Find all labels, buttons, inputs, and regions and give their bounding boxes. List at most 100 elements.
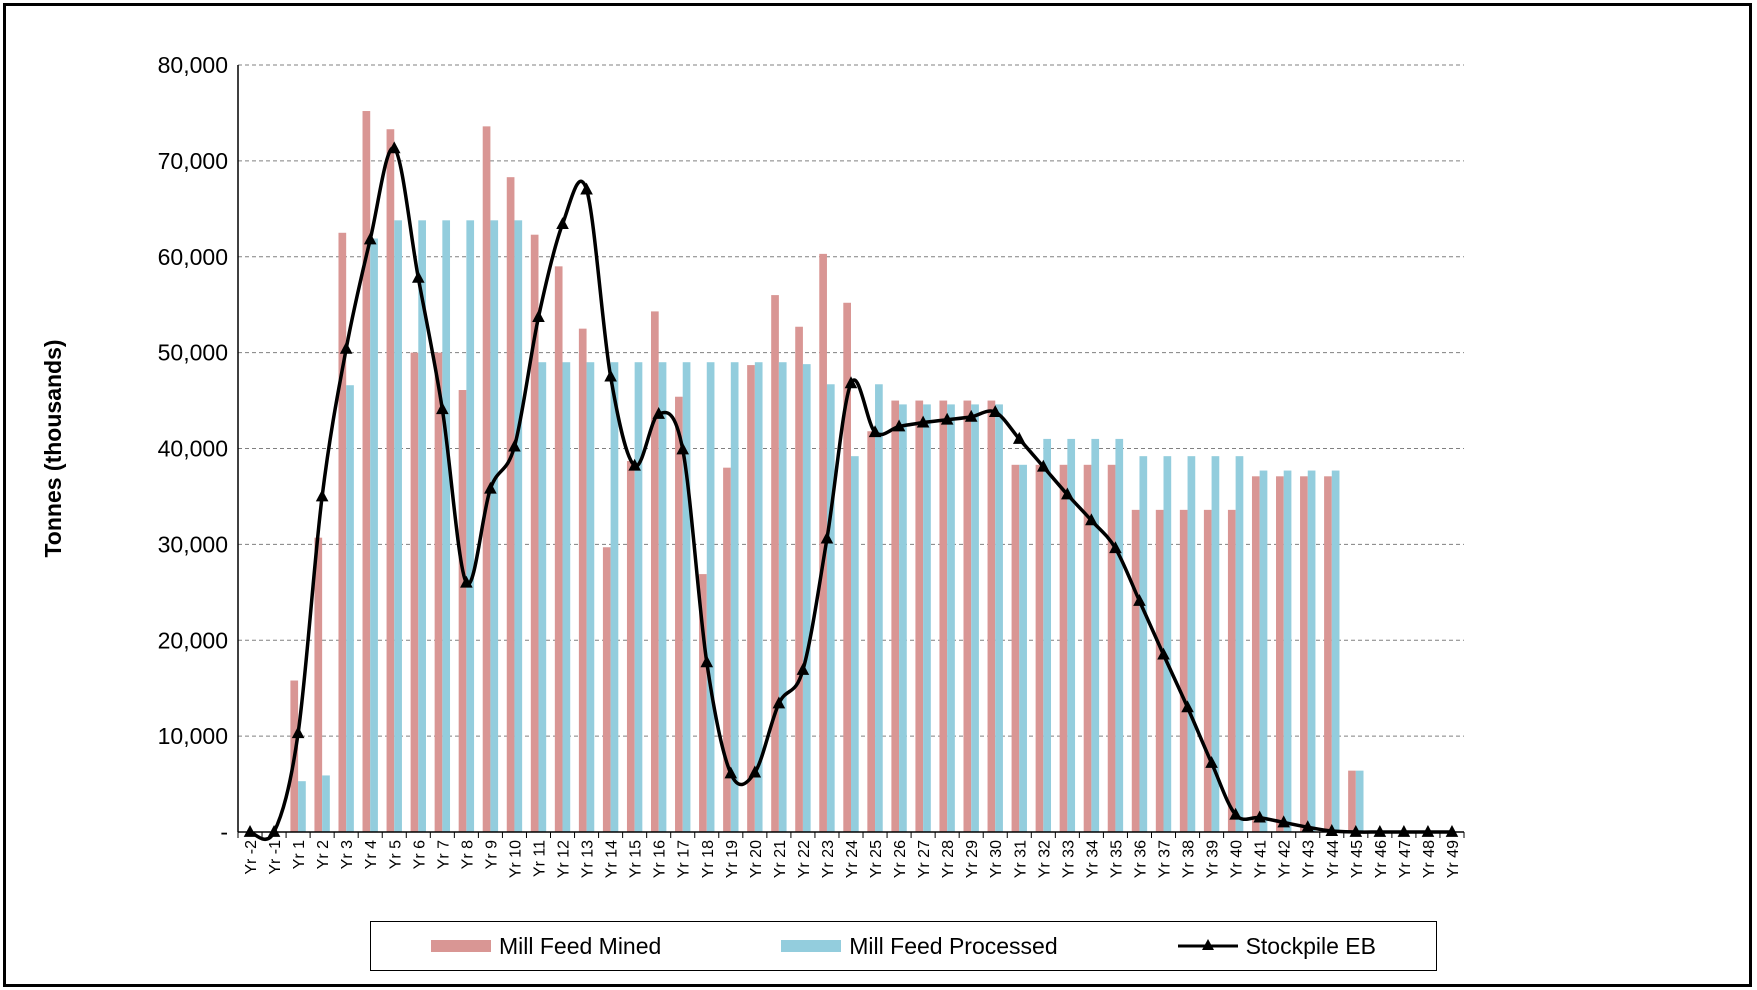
bar-mill-feed-mined xyxy=(362,111,371,832)
stockpile-eb-marker xyxy=(868,425,882,438)
stockpile-eb-marker xyxy=(508,439,521,452)
bar-mill-feed-mined xyxy=(891,400,900,832)
bar-mill-feed-mined xyxy=(1348,770,1356,832)
y-tick-label: 80,000 xyxy=(158,52,228,78)
x-tick-label: Yr 29 xyxy=(964,840,981,878)
stockpile-eb-marker xyxy=(628,458,641,471)
x-tick-label: Yr -2 xyxy=(243,840,260,875)
x-tick-label: Yr 22 xyxy=(796,840,813,878)
bar-mill-feed-processed xyxy=(971,404,979,832)
stockpile-eb-marker xyxy=(411,270,425,283)
bar-mill-feed-processed xyxy=(610,362,619,832)
y-tick-label: 30,000 xyxy=(158,531,228,557)
x-tick-label: Yr 4 xyxy=(363,840,380,869)
stockpile-eb-marker xyxy=(339,341,353,354)
bar-mill-feed-mined xyxy=(1276,476,1284,832)
y-tick-label: 60,000 xyxy=(158,244,228,270)
bar-mill-feed-processed xyxy=(442,220,451,832)
stockpile-eb-marker xyxy=(1012,431,1026,444)
stockpile-eb-marker xyxy=(556,217,569,230)
x-tick-label: Yr 34 xyxy=(1084,840,1101,878)
stockpile-line xyxy=(243,141,1459,841)
bar-mill-feed-processed xyxy=(706,362,715,832)
bar-mill-feed-processed xyxy=(1043,438,1052,832)
bar-mill-feed-mined xyxy=(939,400,948,832)
x-tick-label: Yr 6 xyxy=(411,840,428,869)
x-tick-label: Yr 40 xyxy=(1229,840,1246,878)
stockpile-eb-marker xyxy=(387,141,401,154)
x-tick-label: Yr 42 xyxy=(1277,840,1294,878)
stockpile-eb-marker xyxy=(436,402,449,415)
x-tick-label: Yr 41 xyxy=(1253,840,1270,878)
stockpile-eb-marker xyxy=(676,442,690,455)
x-tick-label: Yr 31 xyxy=(1012,840,1029,878)
x-tick-label: Yr 20 xyxy=(748,840,765,878)
stockpile-eb-marker xyxy=(1421,825,1435,837)
bar-mill-feed-mined xyxy=(699,574,707,832)
bar-mill-feed-mined xyxy=(723,467,731,832)
stockpile-eb-marker xyxy=(315,489,329,502)
bar-mill-feed-mined xyxy=(987,400,996,832)
stockpile-eb-marker xyxy=(1277,815,1291,828)
bar-mill-feed-processed xyxy=(514,220,523,832)
stockpile-eb-marker xyxy=(724,766,738,779)
x-tick-label: Yr 10 xyxy=(507,840,524,878)
x-tick-labels: Yr -2 Yr -1 Yr 1 Yr 2 Yr 3 Yr 4 Yr 5 Yr 6 Yr 7 Yr… xyxy=(243,840,1462,878)
stockpile-eb-marker xyxy=(1205,755,1218,768)
bar-mill-feed-processed xyxy=(1091,438,1100,832)
stockpile-eb-marker xyxy=(291,726,305,739)
stockpile-eb-marker xyxy=(820,531,834,544)
x-tick-label: Yr 14 xyxy=(604,840,621,878)
x-tick-label: Yr 48 xyxy=(1421,840,1438,878)
bar-mill-feed-processed xyxy=(562,362,571,832)
x-tick-label: Yr 7 xyxy=(435,840,452,869)
x-tick-label: Yr 23 xyxy=(820,840,837,878)
bar-mill-feed-processed xyxy=(538,362,547,832)
stockpile-eb-marker xyxy=(1325,824,1339,836)
x-tick-label: Yr 30 xyxy=(988,840,1005,878)
stockpile-eb-marker xyxy=(1397,825,1411,837)
bar-mill-feed-processed xyxy=(995,404,1003,832)
bar-mill-feed-mined xyxy=(578,328,587,832)
legend-item-processed: Mill Feed Processed xyxy=(781,933,1058,960)
bar-mill-feed-mined xyxy=(1107,464,1116,832)
bar-mill-feed-mined xyxy=(482,126,491,833)
chart-plot: - 10,000 20,000 30,000 40,000 50,000 60,000 70,… xyxy=(40,52,1465,878)
x-tick-label: Yr 5 xyxy=(387,840,404,869)
bar-mill-feed-mined xyxy=(1155,509,1164,832)
x-tick-label: Yr 2 xyxy=(315,840,332,869)
stockpile-eb-marker xyxy=(796,662,810,675)
x-tick-label: Yr 43 xyxy=(1301,840,1318,878)
bar-mill-feed-processed xyxy=(298,781,306,832)
bar-mill-feed-mined xyxy=(1035,464,1044,832)
stockpile-eb-marker xyxy=(1253,810,1266,823)
stockpile-eb-marker xyxy=(580,182,593,195)
y-tick-label: 50,000 xyxy=(158,340,228,366)
stockpile-eb-marker xyxy=(1085,513,1098,526)
x-tick-label: Yr 39 xyxy=(1205,840,1222,878)
bar-mill-feed-mined xyxy=(1251,476,1260,832)
x-tick-label: Yr 19 xyxy=(724,840,741,878)
x-tick-label: Yr 24 xyxy=(844,840,861,878)
legend-swatch-processed xyxy=(781,940,842,952)
x-tick-label: Yr 32 xyxy=(1036,840,1053,878)
x-tick-label: Yr 47 xyxy=(1397,840,1414,878)
bar-mill-feed-processed xyxy=(586,362,595,832)
x-tick-label: Yr 18 xyxy=(700,840,717,878)
legend-label-mined: Mill Feed Mined xyxy=(498,932,662,959)
y-tick-label: 40,000 xyxy=(158,436,228,462)
bar-mill-feed-mined xyxy=(1011,464,1020,832)
x-tick-label: Yr 37 xyxy=(1157,840,1174,878)
x-tick-label: Yr 12 xyxy=(556,840,573,878)
bar-mill-feed-processed xyxy=(802,364,811,832)
y-tick-label: 20,000 xyxy=(158,627,228,653)
y-tick-label: 10,000 xyxy=(158,723,228,749)
x-tick-label: Yr 8 xyxy=(459,840,476,869)
bar-mill-feed-processed xyxy=(1283,470,1292,832)
stockpile-eb-marker xyxy=(964,409,978,422)
bar-mill-feed-mined xyxy=(1324,476,1332,832)
y-tick-labels: - 10,000 20,000 30,000 40,000 50,000 60,000 70,… xyxy=(158,52,228,845)
stockpile-eb-marker xyxy=(1109,541,1122,554)
x-tick-label: Yr 11 xyxy=(531,840,548,877)
stockpile-eb-marker xyxy=(1445,825,1459,837)
